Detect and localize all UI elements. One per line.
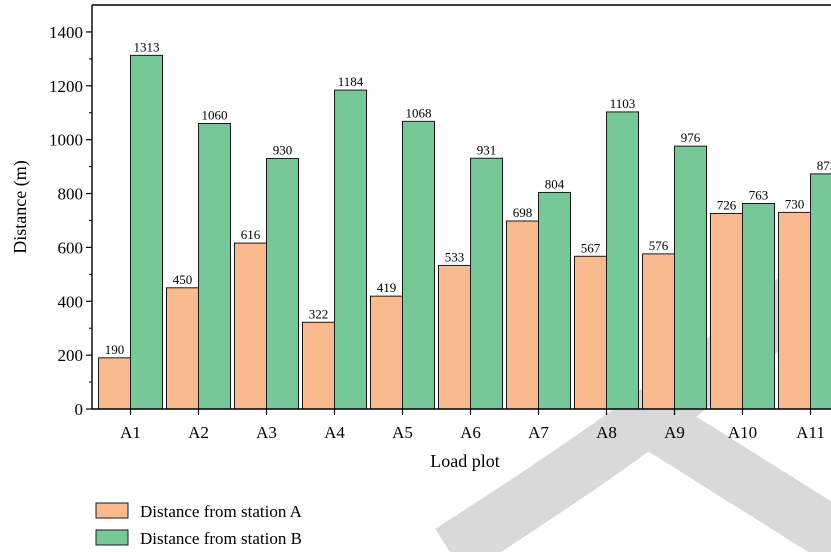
- bar-series-a-a2: [166, 287, 199, 410]
- bar-series-b-a11: [810, 173, 831, 410]
- bar-series-b-a5: [402, 120, 435, 410]
- y-tick-label-400: 400: [58, 292, 84, 311]
- data-label-series-a-a4: 322: [309, 306, 329, 321]
- bar-series-a-a11: [778, 211, 811, 410]
- y-tick-label-800: 800: [58, 185, 84, 204]
- data-label-series-a-a10: 726: [717, 197, 737, 212]
- bar-series-b-a9: [674, 145, 707, 410]
- data-label-series-a-a7: 698: [513, 205, 533, 220]
- x-tick-label-a10: A10: [728, 423, 757, 442]
- data-label-series-a-a1: 190: [105, 342, 125, 357]
- bar-series-b-a8: [606, 111, 639, 410]
- data-label-series-b-a7: 804: [545, 176, 565, 191]
- data-label-series-b-a3: 930: [273, 143, 293, 158]
- x-axis-title: Load plot: [430, 451, 500, 471]
- y-axis-title: Distance (m): [10, 160, 31, 253]
- x-tick-label-a5: A5: [392, 423, 413, 442]
- legend-swatch-series-a: [95, 502, 129, 519]
- bar-series-a-a10: [710, 212, 743, 410]
- bar-series-a-a5: [370, 295, 403, 410]
- data-label-series-b-a8: 1103: [610, 96, 636, 111]
- bar-series-a-a7: [506, 220, 539, 410]
- bar-series-a-a9: [642, 253, 675, 410]
- bar-series-a-a1: [98, 357, 131, 410]
- data-label-series-a-a11: 730: [785, 196, 805, 211]
- data-label-series-a-a6: 533: [445, 249, 465, 264]
- bar-series-a-a6: [438, 264, 471, 410]
- y-tick-label-1000: 1000: [49, 131, 83, 150]
- bars-group: [98, 54, 831, 410]
- x-tick-label-a2: A2: [188, 423, 209, 442]
- bar-series-b-a1: [130, 54, 163, 410]
- data-label-series-a-a2: 450: [173, 272, 193, 287]
- data-label-series-b-a6: 931: [477, 142, 497, 157]
- bar-series-b-a3: [266, 158, 299, 410]
- bar-series-a-a3: [234, 242, 267, 410]
- x-tick-label-a6: A6: [460, 423, 481, 442]
- data-label-series-b-a9: 976: [681, 130, 701, 145]
- bar-series-b-a4: [334, 89, 367, 410]
- data-label-series-b-a10: 763: [749, 187, 769, 202]
- data-label-series-b-a5: 1068: [406, 105, 432, 120]
- axes-group: A1 A2 A3 A4 A5 A6 A7 A8 A9 A10 A11 0 200 400 600 800 100…: [49, 4, 831, 442]
- legend-swatch-series-b: [95, 529, 129, 546]
- data-label-series-a-a8: 567: [581, 240, 601, 255]
- x-tick-label-a9: A9: [664, 423, 685, 442]
- bar-series-a-a8: [574, 255, 607, 410]
- x-tick-label-a3: A3: [256, 423, 277, 442]
- data-label-series-b-a4: 1184: [338, 74, 364, 89]
- y-tick-label-0: 0: [75, 400, 84, 419]
- data-labels-group: 190 1313 450 1060 616 930 322 1184 419 1068 533 931…: [105, 39, 831, 356]
- data-label-series-b-a1: 1313: [134, 39, 160, 54]
- bar-series-b-a7: [538, 191, 571, 410]
- legend: Distance from station A Distance from st…: [95, 502, 303, 548]
- x-tick-label-a7: A7: [528, 423, 549, 442]
- x-tick-label-a4: A4: [324, 423, 345, 442]
- y-tick-label-200: 200: [58, 346, 84, 365]
- y-tick-label-600: 600: [58, 238, 84, 257]
- y-tick-label-1400: 1400: [49, 23, 83, 42]
- data-label-series-b-a2: 1060: [202, 108, 228, 123]
- y-tick-label-1200: 1200: [49, 77, 83, 96]
- legend-label-series-b: Distance from station B: [140, 529, 302, 548]
- bar-series-a-a4: [302, 321, 335, 410]
- data-label-series-a-a5: 419: [377, 280, 397, 295]
- bar-series-b-a2: [198, 123, 231, 410]
- data-label-series-a-a3: 616: [241, 227, 261, 242]
- x-tick-label-a11: A11: [796, 423, 825, 442]
- bar-series-b-a10: [742, 202, 775, 410]
- data-label-series-b-a11: 873: [817, 158, 831, 173]
- x-tick-label-a8: A8: [596, 423, 617, 442]
- data-label-series-a-a9: 576: [649, 238, 669, 253]
- legend-label-series-a: Distance from station A: [140, 502, 303, 521]
- bar-series-b-a6: [470, 157, 503, 410]
- x-tick-label-a1: A1: [120, 423, 141, 442]
